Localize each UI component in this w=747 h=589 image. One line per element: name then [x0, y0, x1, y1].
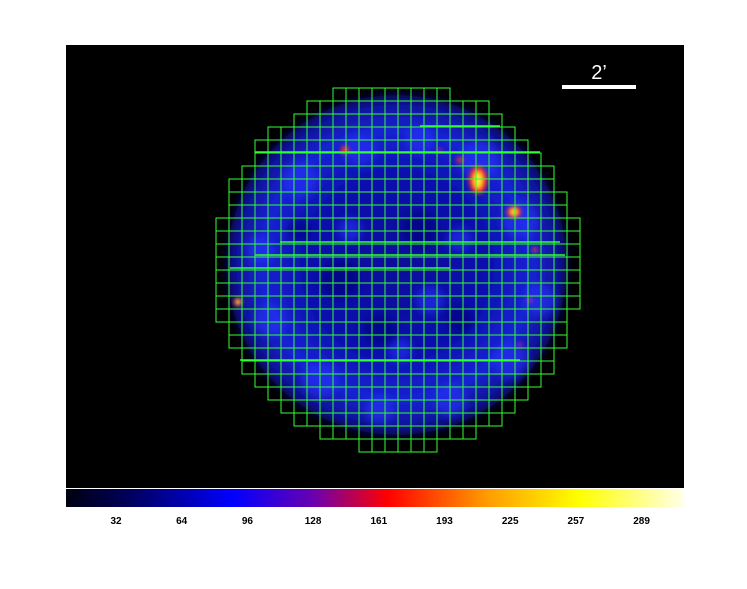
colorbar: 32 64 96 128 161 193 225 257 289: [66, 485, 684, 527]
scale-bar-label: 2’: [591, 62, 607, 84]
colorbar-tick-label: 32: [110, 516, 122, 527]
colorbar-tick-label: 96: [242, 516, 254, 527]
scale-bar: 2’: [562, 62, 636, 89]
remnant-emission: [227, 95, 567, 435]
scale-bar-line: [562, 85, 636, 89]
colorbar-tick-label: 289: [633, 516, 650, 527]
region-grid-overlay: [215, 87, 581, 453]
colorbar-tick-label: 193: [436, 516, 453, 527]
colorbar-tick-label: 161: [370, 516, 387, 527]
grid-cells: [215, 87, 581, 453]
colorbar-ticks: 32 64 96 128 161 193 225 257 289: [110, 516, 650, 527]
colorbar-tick-label: 64: [176, 516, 188, 527]
colorbar-top-line: [66, 485, 684, 488]
colorbar-tick-label: 225: [502, 516, 519, 527]
colorbar-gradient: [66, 489, 684, 507]
colorbar-tick-label: 128: [305, 516, 322, 527]
colorbar-tick-label: 257: [568, 516, 585, 527]
